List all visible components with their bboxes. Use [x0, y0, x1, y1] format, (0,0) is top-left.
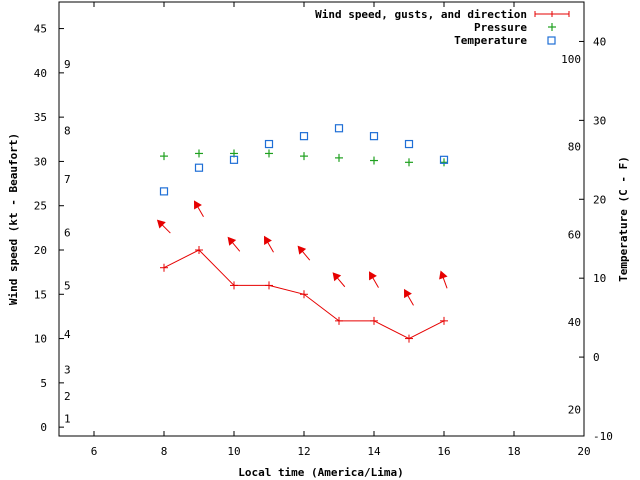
legend-swatch-temperature: [547, 36, 556, 45]
y-right-celsius-ticks: -10 0 10 20 30 40: [579, 35, 613, 443]
y-left-tick-label: 0: [40, 421, 47, 434]
y-left-tick-label: 10: [34, 333, 47, 346]
y-right-fahrenheit-label: 20: [568, 404, 581, 417]
legend-swatch-pressure: [548, 23, 556, 31]
x-tick-label: 16: [437, 445, 450, 458]
temperature-point: [159, 187, 169, 196]
wind-speed-point: [160, 263, 168, 272]
wind-speed-point: [405, 334, 413, 343]
x-axis-label: Local time (America/Lima): [238, 466, 404, 479]
wind-direction-arrow: [156, 219, 171, 234]
pressure-point: [160, 152, 168, 161]
beaufort-labels: 1 2 3 4 5 6 7 8 9: [64, 58, 71, 425]
pressure-point: [405, 158, 413, 167]
wind-direction-arrow: [264, 235, 274, 253]
y-left-tick-label: 40: [34, 67, 47, 80]
temperature-point: [264, 139, 274, 149]
pressure-point: [195, 149, 203, 158]
y-right-axis-label: Temperature (C - F): [617, 156, 630, 282]
wind-speed-point: [300, 290, 308, 299]
y-left-tick-label: 25: [34, 200, 47, 213]
temperature-point: [334, 124, 344, 133]
wind-speed-point: [370, 316, 378, 325]
x-axis-ticks: 6 8 10 12 14 16 18 20: [91, 2, 591, 458]
x-tick-label: 10: [227, 445, 240, 458]
y-right-celsius-label: -10: [593, 430, 613, 443]
beaufort-label: 2: [64, 390, 71, 403]
beaufort-label: 3: [64, 364, 71, 377]
temperature-point: [439, 155, 449, 164]
beaufort-label: 9: [64, 58, 71, 71]
temperature-point: [369, 132, 379, 141]
y-left-axis-ticks: 0 5 10 15 20 25 30 35 40 45: [34, 23, 64, 434]
x-tick-label: 6: [91, 445, 98, 458]
x-tick-label: 18: [507, 445, 520, 458]
x-tick-label: 20: [577, 445, 590, 458]
beaufort-label: 8: [64, 124, 71, 137]
x-tick-label: 8: [161, 445, 168, 458]
pressure-point: [370, 156, 378, 165]
pressure-point: [440, 158, 448, 167]
legend-label-pressure: Pressure: [474, 21, 527, 34]
pressure-point: [300, 152, 308, 161]
beaufort-label: 6: [64, 226, 71, 239]
legend-label-wind: Wind speed, gusts, and direction: [315, 8, 527, 21]
y-left-tick-label: 15: [34, 288, 47, 301]
y-left-tick-label: 30: [34, 155, 47, 168]
pressure-point: [335, 153, 343, 162]
x-tick-label: 12: [297, 445, 310, 458]
beaufort-label: 7: [64, 173, 71, 186]
wind-speed-point: [195, 246, 203, 254]
pressure-point: [265, 149, 273, 158]
y-left-tick-label: 45: [34, 23, 47, 36]
wind-direction-arrow: [227, 236, 241, 252]
y-right-fahrenheit-label: 80: [568, 141, 581, 154]
y-left-tick-label: 35: [34, 111, 47, 124]
x-tick-label: 14: [367, 445, 381, 458]
y-left-tick-label: 5: [40, 377, 47, 390]
series-layer: [156, 124, 449, 343]
beaufort-label: 5: [64, 279, 71, 292]
temperature-point: [229, 155, 239, 164]
y-right-celsius-label: 30: [593, 114, 606, 127]
y-right-celsius-label: 20: [593, 193, 606, 206]
plot-frame: [58, 1, 585, 437]
temperature-point: [194, 163, 204, 172]
wind-direction-arrow: [297, 245, 311, 261]
legend: Wind speed, gusts, and direction Pressur…: [315, 8, 570, 47]
y-right-celsius-label: 40: [593, 35, 606, 48]
wind-direction-arrow: [439, 270, 448, 289]
temperature-point: [404, 139, 414, 149]
y-right-fahrenheit-label: 60: [568, 228, 581, 241]
y-right-fahrenheit-ticks: 20 40 60 80 100: [561, 53, 581, 417]
legend-swatch-wind: [534, 11, 570, 17]
y-right-fahrenheit-label: 100: [561, 53, 581, 66]
y-right-fahrenheit-label: 40: [568, 316, 581, 329]
legend-label-temperature: Temperature: [454, 34, 527, 47]
wind-direction-arrow: [332, 272, 346, 288]
wind-speed-point: [440, 316, 448, 325]
wind-speed-point: [230, 281, 238, 290]
y-right-celsius-label: 10: [593, 272, 606, 285]
wind-direction-arrow: [194, 200, 204, 218]
wind-direction-arrow: [404, 288, 414, 306]
y-left-tick-label: 20: [34, 244, 47, 257]
wind-direction-arrow: [369, 271, 379, 288]
wind-speed-point: [335, 316, 343, 325]
temperature-point: [299, 132, 309, 141]
beaufort-label: 4: [64, 328, 71, 341]
y-left-axis-label: Wind speed (kt - Beaufort): [7, 133, 20, 305]
wind-speed-point: [265, 281, 273, 290]
y-right-celsius-label: 0: [593, 351, 600, 364]
beaufort-label: 1: [64, 412, 71, 425]
